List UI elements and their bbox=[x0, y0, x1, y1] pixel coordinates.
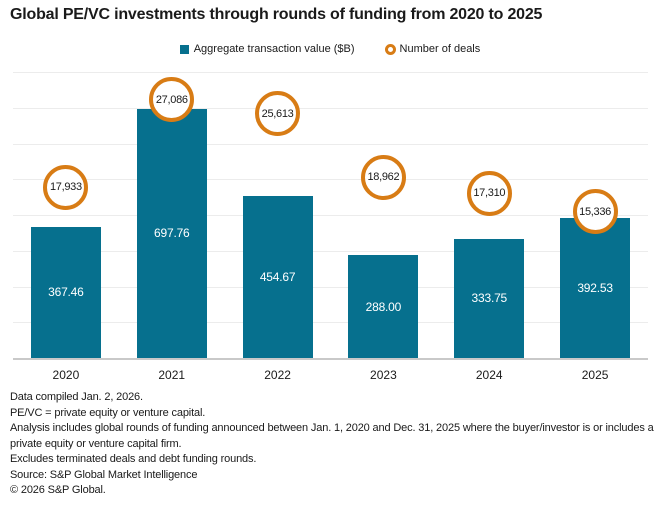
gridline bbox=[13, 215, 648, 216]
footnote-copyright: © 2026 S&P Global. bbox=[10, 484, 106, 496]
x-axis-label: 2020 bbox=[52, 368, 80, 382]
footnote-source: Source: S&P Global Market Intelligence bbox=[10, 468, 198, 481]
footnote-analysis-scope: Analysis includes global rounds of fundi… bbox=[10, 422, 654, 450]
deal-count-circle: 17,310 bbox=[466, 170, 512, 216]
bar-value-label: 392.53 bbox=[577, 280, 613, 295]
footnotes: Data compiled Jan. 2, 2026. PE/VC = priv… bbox=[10, 390, 658, 499]
legend-item-number-of-deals: Number of deals bbox=[384, 43, 481, 55]
bar-value-label: 288.00 bbox=[365, 299, 402, 314]
bar: 697.76 bbox=[136, 108, 207, 358]
legend-label-number-of-deals: Number of deals bbox=[399, 43, 481, 55]
gridline bbox=[13, 250, 648, 252]
bar-series-marker-icon bbox=[179, 44, 189, 54]
legend-label-transaction-value: Aggregate transaction value ($B) bbox=[193, 43, 355, 55]
legend-item-transaction-value: Aggregate transaction value ($B) bbox=[179, 43, 355, 55]
bar: 367.46 bbox=[30, 226, 101, 358]
footnote-data-compiled: Data compiled Jan. 2, 2026. bbox=[10, 391, 143, 403]
deal-count-circle: 25,613 bbox=[255, 91, 301, 137]
gridline bbox=[13, 179, 648, 181]
legend: Aggregate transaction value ($B) Number … bbox=[0, 43, 660, 55]
x-axis-label: 2022 bbox=[264, 368, 291, 382]
gridline bbox=[13, 286, 648, 288]
bar: 454.67 bbox=[242, 195, 313, 358]
gridline bbox=[13, 72, 648, 73]
x-axis-label: 2025 bbox=[581, 368, 609, 382]
bar: 333.75 bbox=[454, 238, 525, 358]
x-axis-label: 2024 bbox=[475, 368, 503, 382]
bar: 392.53 bbox=[560, 217, 631, 358]
footnote-pevc-definition: PE/VC = private equity or venture capita… bbox=[10, 406, 206, 419]
gridline bbox=[13, 322, 648, 324]
bar: 288.00 bbox=[348, 255, 419, 358]
plot-area: 367.46 17,933 2020 697.76 27,086 2021 454.67 25… bbox=[13, 72, 648, 382]
x-axis-label: 2023 bbox=[370, 368, 397, 382]
bar-value-label: 333.75 bbox=[471, 291, 508, 306]
deal-count-circle: 27,086 bbox=[149, 77, 195, 123]
chart-title: Global PE/VC investments through rounds … bbox=[10, 6, 543, 23]
footnote-exclusions: Excludes terminated deals and debt fundi… bbox=[10, 453, 257, 465]
bar-value-label: 454.67 bbox=[259, 269, 296, 284]
deal-count-circle: 18,962 bbox=[360, 154, 406, 200]
deal-count-circle: 17,933 bbox=[43, 164, 89, 210]
gridline bbox=[13, 107, 648, 109]
deal-count-circle: 15,336 bbox=[572, 189, 618, 235]
gridline bbox=[13, 143, 648, 145]
bar-value-label: 697.76 bbox=[154, 226, 190, 241]
x-axis-label: 2021 bbox=[158, 368, 186, 382]
bar-value-label: 367.46 bbox=[48, 285, 84, 300]
deal-series-marker-icon bbox=[384, 43, 396, 55]
